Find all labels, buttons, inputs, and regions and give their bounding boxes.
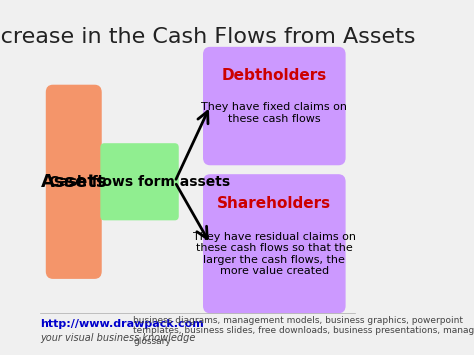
- Text: Assets: Assets: [40, 173, 107, 191]
- FancyBboxPatch shape: [101, 144, 178, 220]
- Text: http://www.drawpack.com: http://www.drawpack.com: [40, 320, 204, 329]
- FancyBboxPatch shape: [204, 175, 345, 313]
- FancyBboxPatch shape: [204, 48, 345, 165]
- FancyBboxPatch shape: [46, 86, 101, 278]
- Text: business diagrams, management models, business graphics, powerpoint
templates, b: business diagrams, management models, bu…: [133, 316, 474, 346]
- Text: Increase in the Cash Flows from Assets: Increase in the Cash Flows from Assets: [0, 27, 415, 47]
- Text: Cash flows form assets: Cash flows form assets: [49, 175, 230, 189]
- Text: your visual business knowledge: your visual business knowledge: [40, 333, 195, 343]
- Text: They have fixed claims on
these cash flows: They have fixed claims on these cash flo…: [201, 102, 347, 124]
- Text: Debtholders: Debtholders: [222, 68, 327, 83]
- Text: Shareholders: Shareholders: [217, 196, 331, 211]
- Text: They have residual claims on
these cash flows so that the
larger the cash flows,: They have residual claims on these cash …: [193, 232, 356, 277]
